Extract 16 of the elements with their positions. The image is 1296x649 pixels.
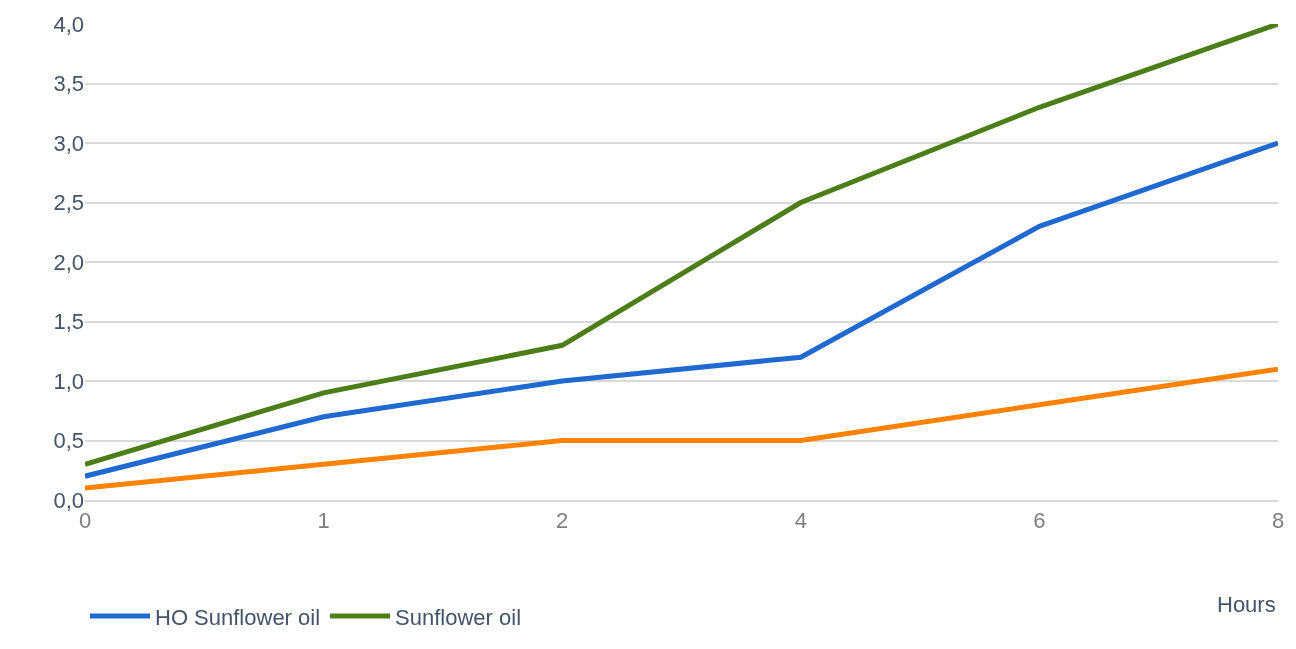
y-tick-label: 0,5 xyxy=(53,428,84,454)
y-tick-label: 2,0 xyxy=(53,249,84,275)
y-tick-label: 4,0 xyxy=(53,11,84,37)
y-tick-label: 1,0 xyxy=(53,368,84,394)
x-tick-label: 4 xyxy=(794,508,807,534)
y-tick-label: 1,5 xyxy=(53,309,84,335)
x-tick-label: 1 xyxy=(317,508,330,534)
x-tick-label: 6 xyxy=(1033,508,1046,534)
y-tick-label: 3,0 xyxy=(53,130,84,156)
x-tick-label: 8 xyxy=(1271,508,1285,534)
y-tick-label: 3,5 xyxy=(53,71,84,97)
legend-label: Sunflower oil xyxy=(395,604,522,630)
legend-label: HO Sunflower oil xyxy=(155,604,321,630)
y-tick-label: 2,5 xyxy=(53,190,84,216)
x-axis-title: Hours xyxy=(1217,592,1276,617)
x-tick-label: 2 xyxy=(556,508,569,534)
